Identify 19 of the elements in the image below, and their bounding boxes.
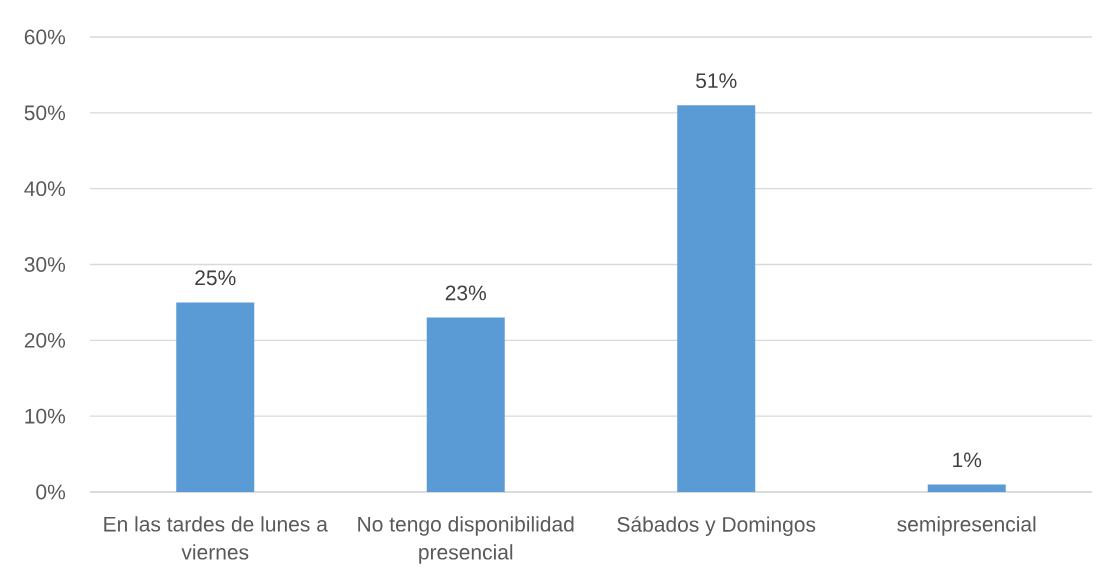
data-label: 1% — [953, 452, 982, 468]
data-label: 51% — [696, 73, 737, 89]
y-tick-label: 60% — [24, 29, 66, 45]
x-tick-label: No tengo disponibilidad presencial — [358, 516, 574, 564]
y-tick-label: 40% — [24, 181, 66, 197]
x-tick-label: En las tardes de lunes a viernes — [104, 516, 328, 560]
data-label: 23% — [445, 285, 486, 301]
bar — [677, 105, 756, 492]
bar — [426, 317, 505, 492]
x-tick-label: semipresencial — [897, 516, 1036, 536]
y-tick-label: 0% — [36, 484, 66, 500]
y-tick-label: 20% — [24, 332, 66, 348]
x-tick-label: Sábados y Domingos — [617, 516, 816, 537]
data-label: 25% — [195, 270, 236, 286]
y-tick-label: 10% — [25, 408, 66, 424]
y-tick-label: 50% — [24, 105, 66, 121]
bar — [176, 302, 255, 492]
bar — [927, 484, 1006, 492]
y-tick-label: 30% — [24, 257, 66, 272]
